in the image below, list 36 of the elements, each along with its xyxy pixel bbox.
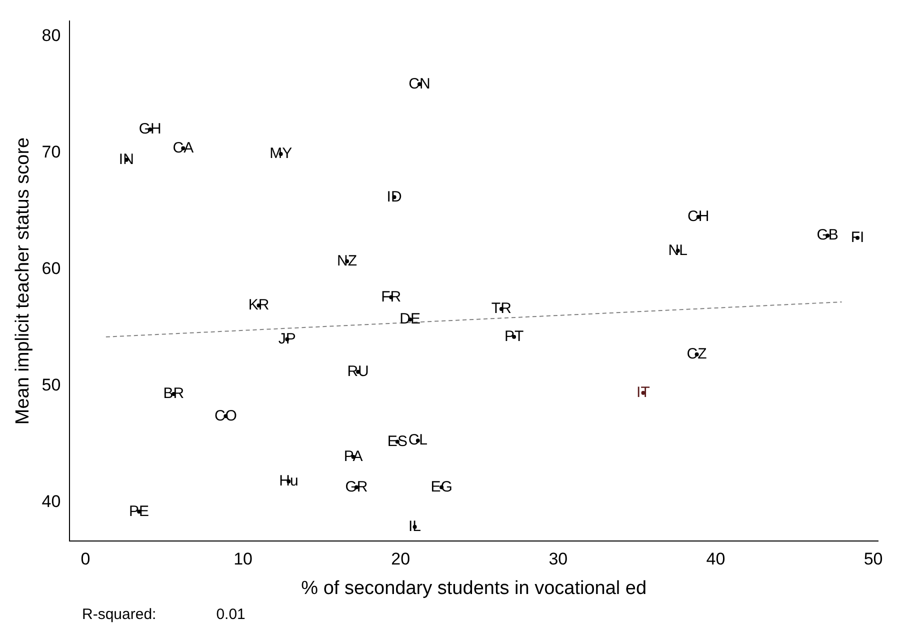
y-tick-label: 60 xyxy=(42,259,61,278)
series-label: IT xyxy=(636,384,650,401)
x-tick-label: 0 xyxy=(80,550,90,569)
y-tick-label: 80 xyxy=(42,26,61,46)
y-tick-label: 50 xyxy=(42,376,61,395)
series-label: GR xyxy=(345,478,368,496)
series-label: CZ xyxy=(686,346,707,363)
series-label: CL xyxy=(408,432,428,449)
x-tick-label: 30 xyxy=(548,550,568,569)
series-label: KR xyxy=(248,296,270,314)
x-tick-label: 20 xyxy=(391,550,410,569)
series-label: CA xyxy=(172,139,194,156)
y-axis-title: Mean implicit teacher status score xyxy=(12,137,34,425)
series-label: PE xyxy=(129,502,150,520)
x-tick-label: 10 xyxy=(234,550,252,569)
x-tick-label: 40 xyxy=(706,550,726,569)
text: R-squared: xyxy=(82,606,156,623)
series-label: DE xyxy=(400,310,420,328)
series-label: CH xyxy=(688,208,710,226)
series-label: RU xyxy=(347,363,369,380)
series-label: BR xyxy=(163,385,184,402)
series-label: PT xyxy=(504,328,524,346)
series-label: ID xyxy=(386,188,402,206)
series-label: PA xyxy=(344,448,363,466)
y-tick-label: 70 xyxy=(42,142,61,162)
series-label: NZ xyxy=(337,252,358,270)
x-axis-title: % of secondary students in vocational ed xyxy=(301,578,647,599)
series-label: GH xyxy=(138,120,162,138)
series-label: TR xyxy=(491,300,512,318)
series-label: CN xyxy=(408,75,430,92)
y-tick-label: 40 xyxy=(42,492,61,512)
series-label: GB xyxy=(816,226,838,244)
text: 0.01 xyxy=(216,606,246,623)
series-label: IN xyxy=(118,150,134,168)
x-tick-label: 50 xyxy=(864,550,883,569)
series-label: ES xyxy=(387,432,408,450)
